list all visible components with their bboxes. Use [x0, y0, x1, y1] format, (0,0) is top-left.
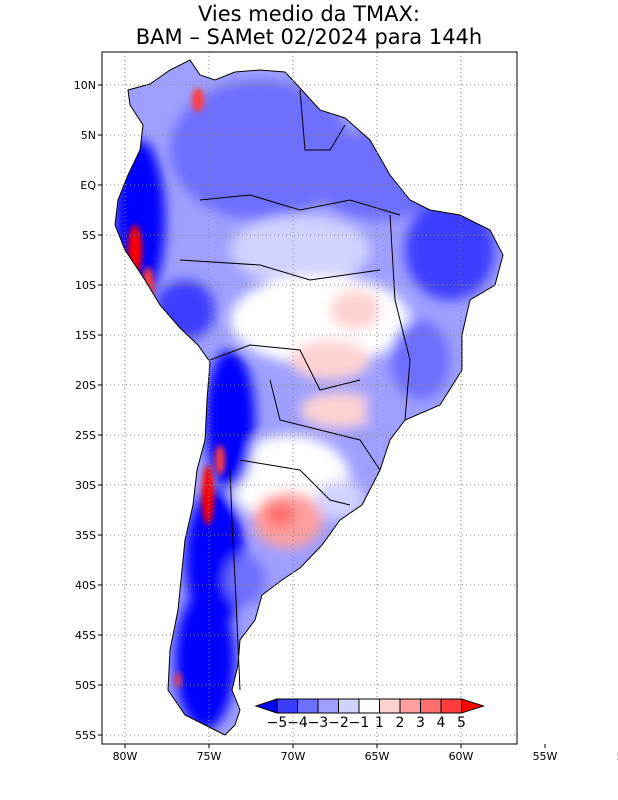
colorbar-label: 2 — [396, 715, 405, 731]
lat-label: 15S — [75, 329, 96, 342]
lat-label: 5S — [82, 229, 96, 242]
map-frame — [101, 51, 518, 745]
colorbar-label: 5 — [457, 715, 466, 731]
lon-label: 75W — [197, 750, 222, 763]
colorbar-label: 3 — [416, 715, 425, 731]
lon-label: 80W — [113, 750, 138, 763]
lat-label: 10S — [75, 279, 96, 292]
colorbar-box — [358, 698, 380, 714]
colorbar-box — [297, 698, 319, 714]
colorbar-box — [399, 698, 421, 714]
lat-label: 25S — [75, 429, 96, 442]
colorbar-arrow-right — [461, 698, 486, 714]
colorbar-label: 4 — [437, 715, 446, 731]
colorbar-label: −2 — [328, 715, 349, 731]
lat-label: 35S — [75, 529, 96, 542]
colorbar-box — [379, 698, 401, 714]
colorbar-label: −1 — [349, 715, 370, 731]
colorbar-label: −4 — [287, 715, 308, 731]
lat-label: 55S — [75, 729, 96, 742]
longitude-axis: 80W75W70W65W60W55W50W45W40W35W — [113, 744, 618, 763]
coastline-borders — [114, 59, 504, 736]
lat-label: 30S — [75, 479, 96, 492]
latitude-axis: 10N 5N EQ 5S 10S 15S 20S 25S 30S 35S 40S 45S 50S 55S — [74, 79, 102, 742]
lat-label: 5N — [81, 129, 96, 142]
colorbar-box — [338, 698, 360, 714]
lat-label: EQ — [80, 179, 96, 192]
lon-label: 50W — [617, 750, 618, 763]
map-title-line2: BAM – SAMet 02/2024 para 144h — [135, 25, 483, 49]
colorbar-label: 1 — [375, 715, 384, 731]
lon-label: 65W — [365, 750, 390, 763]
colorbar-label: −3 — [308, 715, 329, 731]
lon-label: 55W — [533, 750, 558, 763]
colorbar-box — [440, 698, 462, 714]
lat-label: 40S — [75, 579, 96, 592]
colorbar-box — [317, 698, 339, 714]
lat-label: 50S — [75, 679, 96, 692]
lat-label: 20S — [75, 379, 96, 392]
map-title-line1: Vies medio da TMAX: — [198, 2, 420, 26]
colorbar-box — [276, 698, 298, 714]
lat-lon-grid — [102, 52, 517, 744]
colorbar-label: −5 — [267, 715, 288, 731]
colorbar: −5 −4 −3 −2 −1 1 2 3 4 5 — [254, 698, 486, 731]
lat-label: 10N — [74, 79, 96, 92]
lon-label: 60W — [449, 750, 474, 763]
colorbar-arrow-left — [254, 698, 278, 714]
colorbar-box — [420, 698, 442, 714]
lon-label: 70W — [281, 750, 306, 763]
lat-label: 45S — [75, 629, 96, 642]
bias-field — [115, 60, 503, 735]
